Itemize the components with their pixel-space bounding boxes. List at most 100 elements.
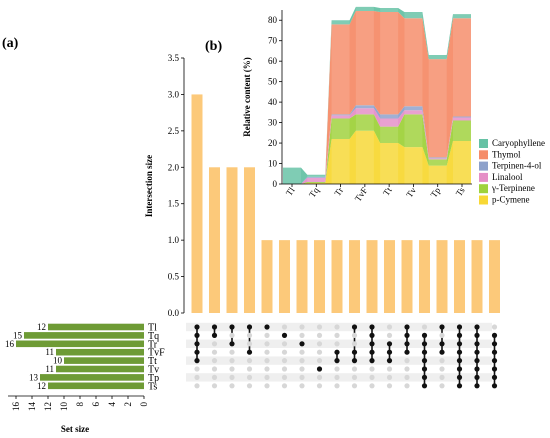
matrix-dot-empty	[194, 374, 200, 380]
intersection-tick-label: 1.0	[168, 235, 180, 245]
panel-label-b: (b)	[205, 39, 222, 54]
matrix-dot-filled	[474, 341, 480, 347]
matrix-dot-empty	[299, 324, 305, 330]
matrix-dot-empty	[264, 341, 270, 347]
panel-label-a: (a)	[2, 36, 19, 51]
set-size-bar	[48, 323, 144, 331]
legend-label: Linalool	[492, 172, 523, 182]
intersection-tick-label: 2.0	[168, 162, 180, 172]
matrix-dot-empty	[211, 374, 218, 380]
area-x-tick-label: Ts	[454, 185, 467, 198]
intersection-bar	[401, 240, 413, 313]
matrix-dot-empty	[439, 358, 445, 364]
upset-plot: 0.0 0.5 1.0 1.5 2.0 2.5 3.0 3.5 Intersection siz…	[5, 53, 500, 411]
set-size-axis-title: Set size	[61, 424, 89, 434]
area-y-axis-title: Relative content (%)	[242, 57, 252, 136]
matrix-dot-empty	[281, 341, 288, 347]
matrix-dot-filled	[194, 332, 200, 338]
set-size-bar	[16, 340, 144, 348]
legend-label: Caryophyllene	[492, 138, 545, 148]
legend-label: p-Cymene	[492, 195, 530, 205]
matrix-dot-empty	[281, 324, 288, 330]
matrix-dot-empty	[439, 366, 445, 372]
matrix-dot-filled	[456, 332, 463, 338]
intersection-bar	[244, 167, 255, 313]
area-y-tick-label: 10	[268, 159, 278, 169]
matrix-dot-filled	[369, 324, 375, 330]
matrix-dot-filled	[491, 332, 498, 338]
set-size-tick-label: 8	[75, 402, 85, 407]
matrix-dot-empty	[246, 374, 253, 380]
matrix-dot-empty	[491, 324, 498, 330]
set-size-tick-label: 2	[123, 402, 133, 407]
matrix-dot-filled	[404, 349, 410, 355]
area-x-tick-label: Tt	[381, 185, 394, 198]
set-size-bar	[56, 348, 144, 356]
matrix-dot-filled	[369, 341, 375, 347]
matrix-dot-empty	[281, 349, 288, 355]
matrix-dot-empty	[299, 358, 305, 364]
intersection-bar	[366, 240, 378, 313]
matrix-dot-empty	[386, 374, 393, 380]
set-name-label: Tl	[148, 323, 157, 334]
matrix-dot-filled	[491, 383, 498, 389]
matrix-dot-empty	[386, 383, 393, 389]
matrix-dot-empty	[229, 383, 235, 389]
set-size-value: 11	[45, 364, 54, 374]
set-name-label: Tr	[148, 339, 158, 350]
matrix-dot-empty	[351, 366, 358, 372]
matrix-dot-filled	[491, 358, 498, 364]
matrix-dot-filled	[194, 341, 200, 347]
set-size-tick-label: 12	[43, 402, 53, 411]
matrix-dot-filled	[456, 341, 463, 347]
area-y-tick-label: 80	[268, 15, 278, 25]
matrix-dot-empty	[299, 383, 305, 389]
intersection-tick-label: 1.5	[168, 199, 180, 209]
matrix-dot-filled	[316, 366, 323, 372]
legend-swatch	[479, 161, 488, 171]
matrix-dot-empty	[246, 341, 253, 347]
matrix-dot-empty	[316, 332, 323, 338]
matrix-dot-empty	[229, 358, 235, 364]
intersection-bar	[489, 240, 500, 313]
matrix-dot-empty	[334, 374, 340, 380]
matrix-dot-filled	[404, 324, 410, 330]
set-size-bar	[48, 382, 144, 390]
set-size-tick-label: 6	[91, 402, 101, 407]
matrix-dot-empty	[369, 366, 375, 372]
intersection-bar	[384, 240, 395, 313]
matrix-dot-filled	[474, 349, 480, 355]
legend-swatch	[479, 184, 488, 194]
matrix-dot-empty	[264, 374, 270, 380]
set-size-value: 12	[37, 322, 46, 332]
matrix-dot-empty	[316, 341, 323, 347]
matrix-dot-empty	[316, 358, 323, 364]
intersection-bar	[209, 167, 220, 313]
matrix-dot-filled	[456, 358, 463, 364]
matrix-dot-empty	[316, 349, 323, 355]
matrix-dot-filled	[456, 324, 463, 330]
set-name-label: Tp	[148, 373, 159, 384]
matrix-dot-filled	[421, 358, 428, 364]
column-highlight	[331, 20, 350, 185]
matrix-dot-empty	[246, 366, 253, 372]
matrix-dot-filled	[474, 332, 480, 338]
matrix-dot-empty	[229, 349, 235, 355]
matrix-dot-filled	[264, 324, 270, 330]
matrix-dot-empty	[316, 324, 323, 330]
column-highlight	[355, 6, 374, 184]
legend-label: Thymol	[492, 149, 521, 159]
matrix-dot-empty	[211, 358, 218, 364]
matrix-dot-filled	[386, 349, 393, 355]
matrix-dot-empty	[264, 349, 270, 355]
area-y-tick-label: 40	[268, 97, 278, 107]
matrix-dot-empty	[299, 366, 305, 372]
matrix-dot-filled	[439, 324, 445, 330]
matrix-dot-empty	[351, 374, 358, 380]
matrix-dot-filled	[474, 374, 480, 380]
matrix-dot-empty	[264, 332, 270, 338]
area-x-tick-label: Tq	[307, 185, 321, 199]
matrix-dot-empty	[246, 332, 253, 338]
matrix-dot-empty	[281, 358, 288, 364]
